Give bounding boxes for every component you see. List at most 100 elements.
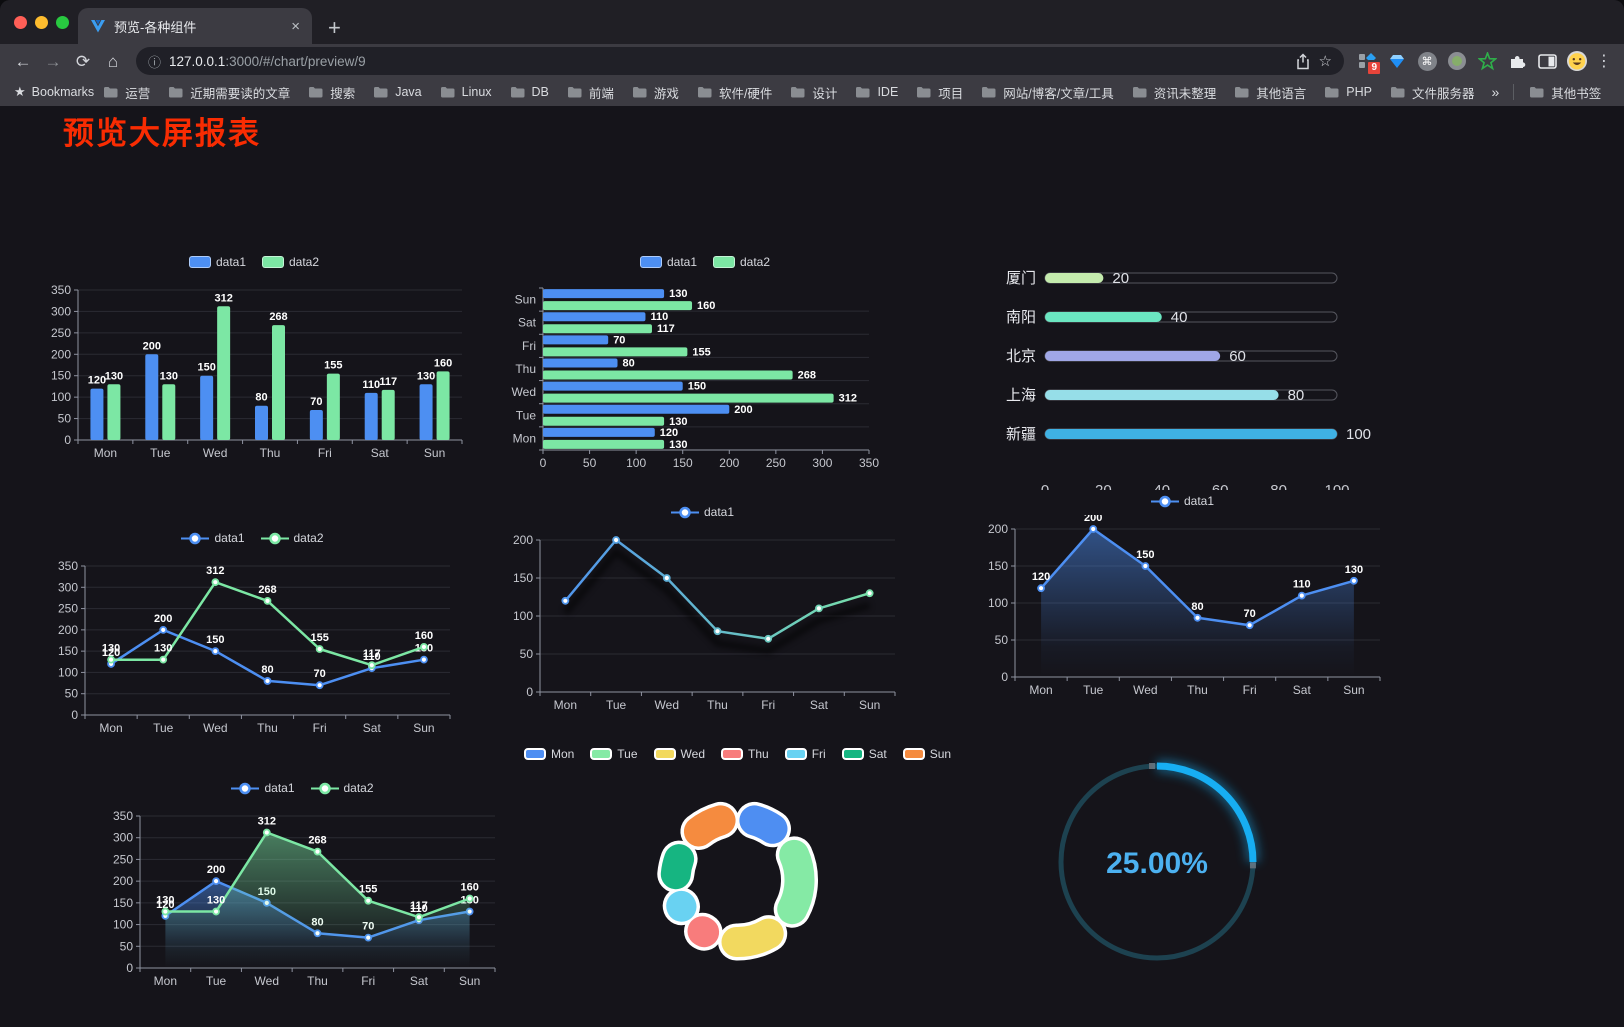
side-panel-icon[interactable] xyxy=(1532,44,1562,78)
legend-item-data2[interactable]: data2 xyxy=(260,531,324,545)
bookmarks-bar: ★ Bookmarks 运营 近期需要读的文章 搜索 Java Linux DB 前端 游戏软… xyxy=(0,78,1624,106)
legend-item-Wed[interactable]: Wed xyxy=(653,747,705,761)
legend-item-data1[interactable]: data1 xyxy=(231,781,295,795)
extension-gem-icon[interactable] xyxy=(1382,44,1412,78)
other-bookmarks-folder[interactable]: 其他书签 xyxy=(1520,81,1610,103)
svg-text:80: 80 xyxy=(623,358,635,370)
legend-item-Sat[interactable]: Sat xyxy=(841,747,887,761)
chart-gauge[interactable]: 25.00% xyxy=(1040,742,1274,982)
extension-command-icon[interactable]: ⌘ xyxy=(1412,44,1442,78)
share-icon[interactable] xyxy=(1295,52,1311,70)
chart-canvas[interactable]: Mon Tue Wed Thu Fri Sat Sun 0 50 100 150 200 250 300 3… xyxy=(505,276,905,478)
bookmark-folder[interactable]: 前端 xyxy=(558,81,623,103)
close-window-button[interactable] xyxy=(14,16,27,29)
chart-bar-vertical[interactable]: data1 data2 0 50 100 150 200 250 300 350 Mon Tue Wed… xyxy=(38,252,470,468)
minimize-window-button[interactable] xyxy=(35,16,48,29)
chart-canvas[interactable] xyxy=(545,768,930,976)
bookmark-folder[interactable]: PHP xyxy=(1315,81,1381,103)
chart-canvas[interactable]: 25.00% xyxy=(1040,742,1274,982)
legend-item-data1[interactable]: data1 xyxy=(670,505,734,519)
bookmark-folder[interactable]: Java xyxy=(364,81,430,103)
legend-item-Thu[interactable]: Thu xyxy=(721,747,769,761)
chart-line-area-double[interactable]: data1 data2 0 50 100 150 200 250 300 350 Mon Tue Wed… xyxy=(100,778,505,996)
home-icon[interactable]: ⌂ xyxy=(107,51,119,71)
zoom-window-button[interactable] xyxy=(56,16,69,29)
back-icon[interactable]: ← xyxy=(14,51,32,71)
chart-progress-bars[interactable]: 厦门 20 南阳 40 北京 60 上海 80 新疆 100 0 20 40 60 80 100 xyxy=(985,258,1387,490)
progress-row-厦门: 厦门 20 xyxy=(1006,270,1338,287)
bookmark-folder[interactable]: 运营 xyxy=(94,81,159,103)
legend-item-data1[interactable]: data1 xyxy=(1150,494,1214,508)
browser-tab[interactable]: 预览-各种组件 × xyxy=(78,8,312,44)
svg-text:250: 250 xyxy=(58,602,78,616)
chart-bar-horizontal[interactable]: data1 data2 Mon Tue Wed Thu Fri Sat Sun 0 50 100 150… xyxy=(505,252,905,478)
extension-green-star-icon[interactable] xyxy=(1472,44,1502,78)
chart-canvas[interactable]: 0 50 100 150 200 250 300 350 Mon Tue Wed Thu Fri Sat S… xyxy=(100,802,505,996)
svg-text:50: 50 xyxy=(583,456,597,470)
reload-icon[interactable]: ⟳ xyxy=(75,51,91,71)
bookmarks-overflow-chevron[interactable]: » xyxy=(1491,84,1500,100)
legend-item-data1[interactable]: data1 xyxy=(188,255,246,269)
folder-icon xyxy=(104,87,118,98)
bookmark-folder[interactable]: 文件服务器 xyxy=(1381,81,1484,103)
svg-text:130: 130 xyxy=(669,439,687,451)
chart-line-gradient[interactable]: data1 0 50 100 150 200 Mon Tue Wed Thu Fri Sat Sun xyxy=(500,502,905,720)
url-bar[interactable]: ⓘ 127.0.0.1:3000/#/chart/preview/9 ☆ xyxy=(136,47,1344,75)
bookmark-folder[interactable]: 其他语言 xyxy=(1225,81,1315,103)
legend-item-data2[interactable]: data2 xyxy=(310,781,374,795)
bookmark-folder[interactable]: 软件/硬件 xyxy=(688,81,781,103)
site-info-icon[interactable]: ⓘ xyxy=(148,54,162,70)
legend-item-Sun[interactable]: Sun xyxy=(902,747,951,761)
bookmark-folder[interactable]: 近期需要读的文章 xyxy=(159,81,299,103)
bookmarks-label[interactable]: Bookmarks xyxy=(31,85,95,99)
progress-row-南阳: 南阳 40 xyxy=(1006,309,1338,326)
chart-canvas[interactable]: 0 50 100 150 200 250 300 350 Mon Tue Wed Thu Fri Sat S… xyxy=(38,276,470,468)
legend-item-Tue[interactable]: Tue xyxy=(590,747,638,761)
bookmark-folder[interactable]: 项目 xyxy=(907,81,972,103)
series-data2: 130 130 312 268 155 117 160 xyxy=(156,816,479,922)
bookmark-folder[interactable]: 搜索 xyxy=(299,81,364,103)
legend-item-data2[interactable]: data2 xyxy=(262,255,319,269)
svg-text:150: 150 xyxy=(673,456,693,470)
extension-record-icon[interactable] xyxy=(1442,44,1472,78)
svg-text:200: 200 xyxy=(734,404,752,416)
folder-icon xyxy=(309,87,323,98)
chart-donut[interactable]: Mon Tue Wed Thu Fri Sat Sun xyxy=(523,744,951,976)
bookmarks-star-icon[interactable]: ★ xyxy=(14,84,26,99)
svg-text:20: 20 xyxy=(1112,270,1129,287)
legend-item-data2[interactable]: data2 xyxy=(713,255,770,269)
legend-item-Mon[interactable]: Mon xyxy=(523,747,574,761)
bookmark-star-icon[interactable]: ☆ xyxy=(1318,53,1332,70)
new-tab-button[interactable]: + xyxy=(328,15,341,40)
bookmark-folder[interactable]: 游戏 xyxy=(623,81,688,103)
bookmark-folder[interactable]: Linux xyxy=(431,81,501,103)
bookmark-folder[interactable]: IDE xyxy=(846,81,907,103)
emoji-avatar-icon[interactable] xyxy=(1562,44,1592,78)
legend-item-data1[interactable]: data1 xyxy=(181,531,245,545)
pie-slice-Sat xyxy=(660,844,695,890)
chart-canvas[interactable]: 厦门 20 南阳 40 北京 60 上海 80 新疆 100 0 20 40 60 80 100 xyxy=(985,258,1387,490)
svg-text:300: 300 xyxy=(812,456,832,470)
bookmark-folder[interactable]: DB xyxy=(501,81,558,103)
chart-canvas[interactable]: 0 50 100 150 200 250 300 350 Mon Tue Wed Thu Fri Sat S… xyxy=(45,552,460,743)
chart-line-basic[interactable]: data1 data2 0 50 100 150 200 250 300 350 Mon Tue Wed… xyxy=(45,528,460,743)
legend-swatch xyxy=(653,748,676,760)
forward-icon[interactable]: → xyxy=(44,51,62,71)
legend-item-data1[interactable]: data1 xyxy=(639,255,697,269)
extension-grid-diamond-icon[interactable]: 9 xyxy=(1352,44,1382,78)
svg-text:Wed: Wed xyxy=(203,446,227,460)
chart-line-area[interactable]: data1 0 50 100 150 200 Mon Tue Wed Thu Fri Sat Sun 12… xyxy=(975,491,1390,705)
svg-text:268: 268 xyxy=(308,835,326,847)
extension-puzzle-icon[interactable] xyxy=(1502,44,1532,78)
bookmark-folder[interactable]: 资讯未整理 xyxy=(1123,81,1226,103)
bookmark-folder[interactable]: 网站/博客/文章/工具 xyxy=(972,81,1122,103)
bookmark-folder[interactable]: 设计 xyxy=(781,81,846,103)
tab-close-icon[interactable]: × xyxy=(291,17,300,35)
url-text[interactable]: 127.0.0.1:3000/#/chart/preview/9 xyxy=(169,54,1287,69)
svg-text:312: 312 xyxy=(839,393,857,405)
chart-canvas[interactable]: 0 50 100 150 200 Mon Tue Wed Thu Fri Sat Sun xyxy=(500,526,905,720)
browser-menu-icon[interactable]: ⋮ xyxy=(1596,53,1612,70)
tab-favicon xyxy=(91,20,105,33)
legend-item-Fri[interactable]: Fri xyxy=(784,747,826,761)
